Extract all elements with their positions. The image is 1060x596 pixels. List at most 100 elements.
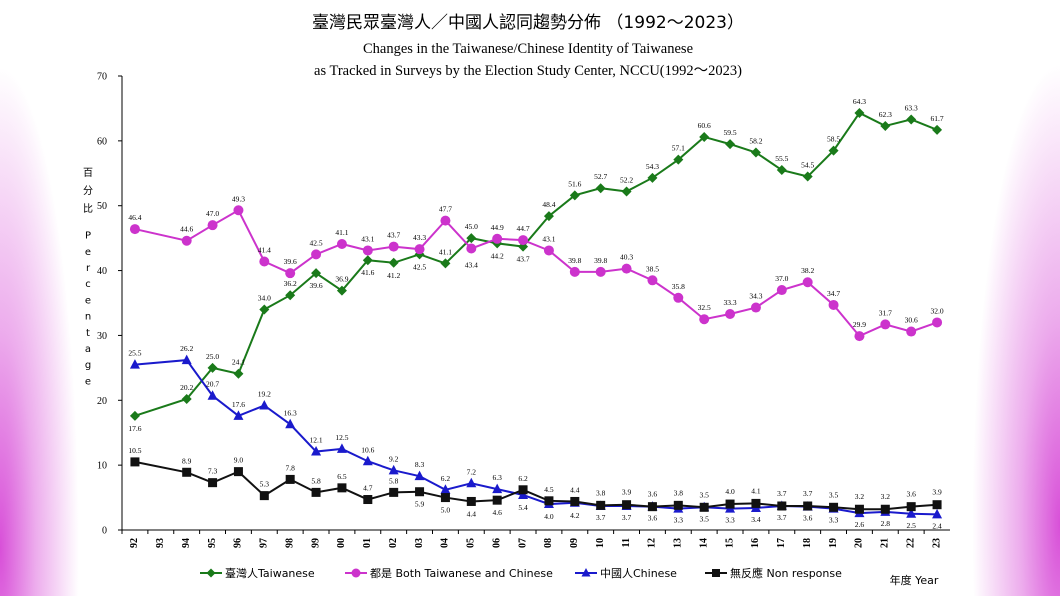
data-point [802,171,813,182]
data-point [595,266,606,277]
legend-marker [206,568,216,578]
data-label: 43.4 [465,261,478,270]
data-label: 6.3 [493,473,503,482]
data-label: 33.3 [724,298,737,307]
data-label: 3.4 [751,515,761,524]
x-tick-label: 23 [931,538,942,548]
data-label: 4.6 [493,508,503,517]
data-label: 25.0 [206,352,219,361]
data-label: 10.6 [361,445,374,454]
data-point [362,455,373,466]
data-point [130,457,140,467]
data-label: 42.5 [310,238,323,247]
data-label: 37.0 [775,274,788,283]
data-label: 3.3 [829,516,839,525]
x-tick-label: 10 [595,538,606,548]
data-label: 31.7 [879,308,892,317]
data-label: 44.9 [491,223,504,232]
data-label: 49.3 [232,194,245,203]
y-tick-label: 20 [97,396,107,407]
x-tick-label: 04 [440,538,451,548]
data-label: 4.5 [544,485,554,494]
data-label: 47.0 [206,209,219,218]
y-tick-label: 30 [97,331,107,342]
data-point [673,292,684,303]
series-line-2 [134,359,938,516]
data-label: 43.1 [542,234,555,243]
data-point [259,399,270,410]
x-tick-label: 99 [310,538,321,548]
data-label: 48.4 [542,200,555,209]
data-label: 4.2 [570,511,580,520]
data-label: 41.1 [335,228,348,237]
data-point [233,205,244,216]
data-point [336,443,347,453]
data-label: 2.8 [881,519,891,528]
data-label: 7.2 [467,467,477,476]
data-point [803,501,813,511]
data-point [828,145,839,156]
data-point [363,495,373,505]
data-label: 12.5 [335,433,348,442]
data-label: 3.6 [648,514,658,523]
y-axis-label-char: 百 [83,167,93,179]
y-tick-label: 40 [97,266,107,277]
data-point [518,235,529,246]
data-label: 55.5 [775,154,788,163]
data-label: 6.2 [518,474,528,483]
data-label: 43.7 [517,255,530,264]
data-label: 39.6 [284,257,297,266]
data-point [414,244,425,255]
data-label: 41.6 [361,268,374,277]
data-label: 3.6 [648,490,658,499]
legend-marker [581,568,591,577]
y-tick-label: 70 [97,72,107,83]
data-label: 19.2 [258,389,271,398]
x-tick-label: 05 [466,538,477,548]
data-point [932,500,942,510]
data-label: 3.9 [932,488,942,497]
data-point [208,478,218,488]
data-label: 6.5 [337,472,347,481]
data-point [569,190,580,201]
background-gradient-left [0,0,90,596]
data-point [880,504,890,514]
data-label: 39.8 [568,256,581,265]
y-axis-label-char: 比 [83,203,93,215]
data-label: 41.4 [258,245,271,254]
data-point [285,474,295,484]
data-point [906,508,917,518]
legend-marker [712,569,720,577]
data-point [311,268,322,279]
data-label: 57.1 [672,144,685,153]
data-point [543,245,554,256]
data-point [492,495,502,505]
data-point [388,257,399,268]
data-point [285,268,296,279]
data-label: 46.4 [128,213,141,222]
data-point [673,154,684,165]
x-tick-label: 94 [181,538,192,548]
data-point [777,501,787,511]
data-point [259,491,269,501]
data-label: 38.5 [646,264,659,273]
data-point [751,498,761,508]
data-label: 44.2 [491,251,504,260]
x-tick-label: 19 [828,538,839,548]
x-axis-label: 年度 Year [890,573,939,587]
data-label: 43.3 [413,233,426,242]
data-label: 43.7 [387,231,400,240]
data-label: 32.5 [698,303,711,312]
data-label: 4.1 [751,486,761,495]
data-label: 64.3 [853,97,866,106]
x-tick-label: 11 [621,538,632,547]
data-point [544,496,554,506]
data-point [725,499,735,509]
x-tick-label: 17 [776,538,787,548]
x-tick-label: 21 [880,538,891,548]
data-point [129,224,140,235]
data-point [233,368,244,379]
data-label: 4.4 [570,485,580,494]
data-point [569,266,580,277]
data-label: 3.6 [803,514,813,523]
